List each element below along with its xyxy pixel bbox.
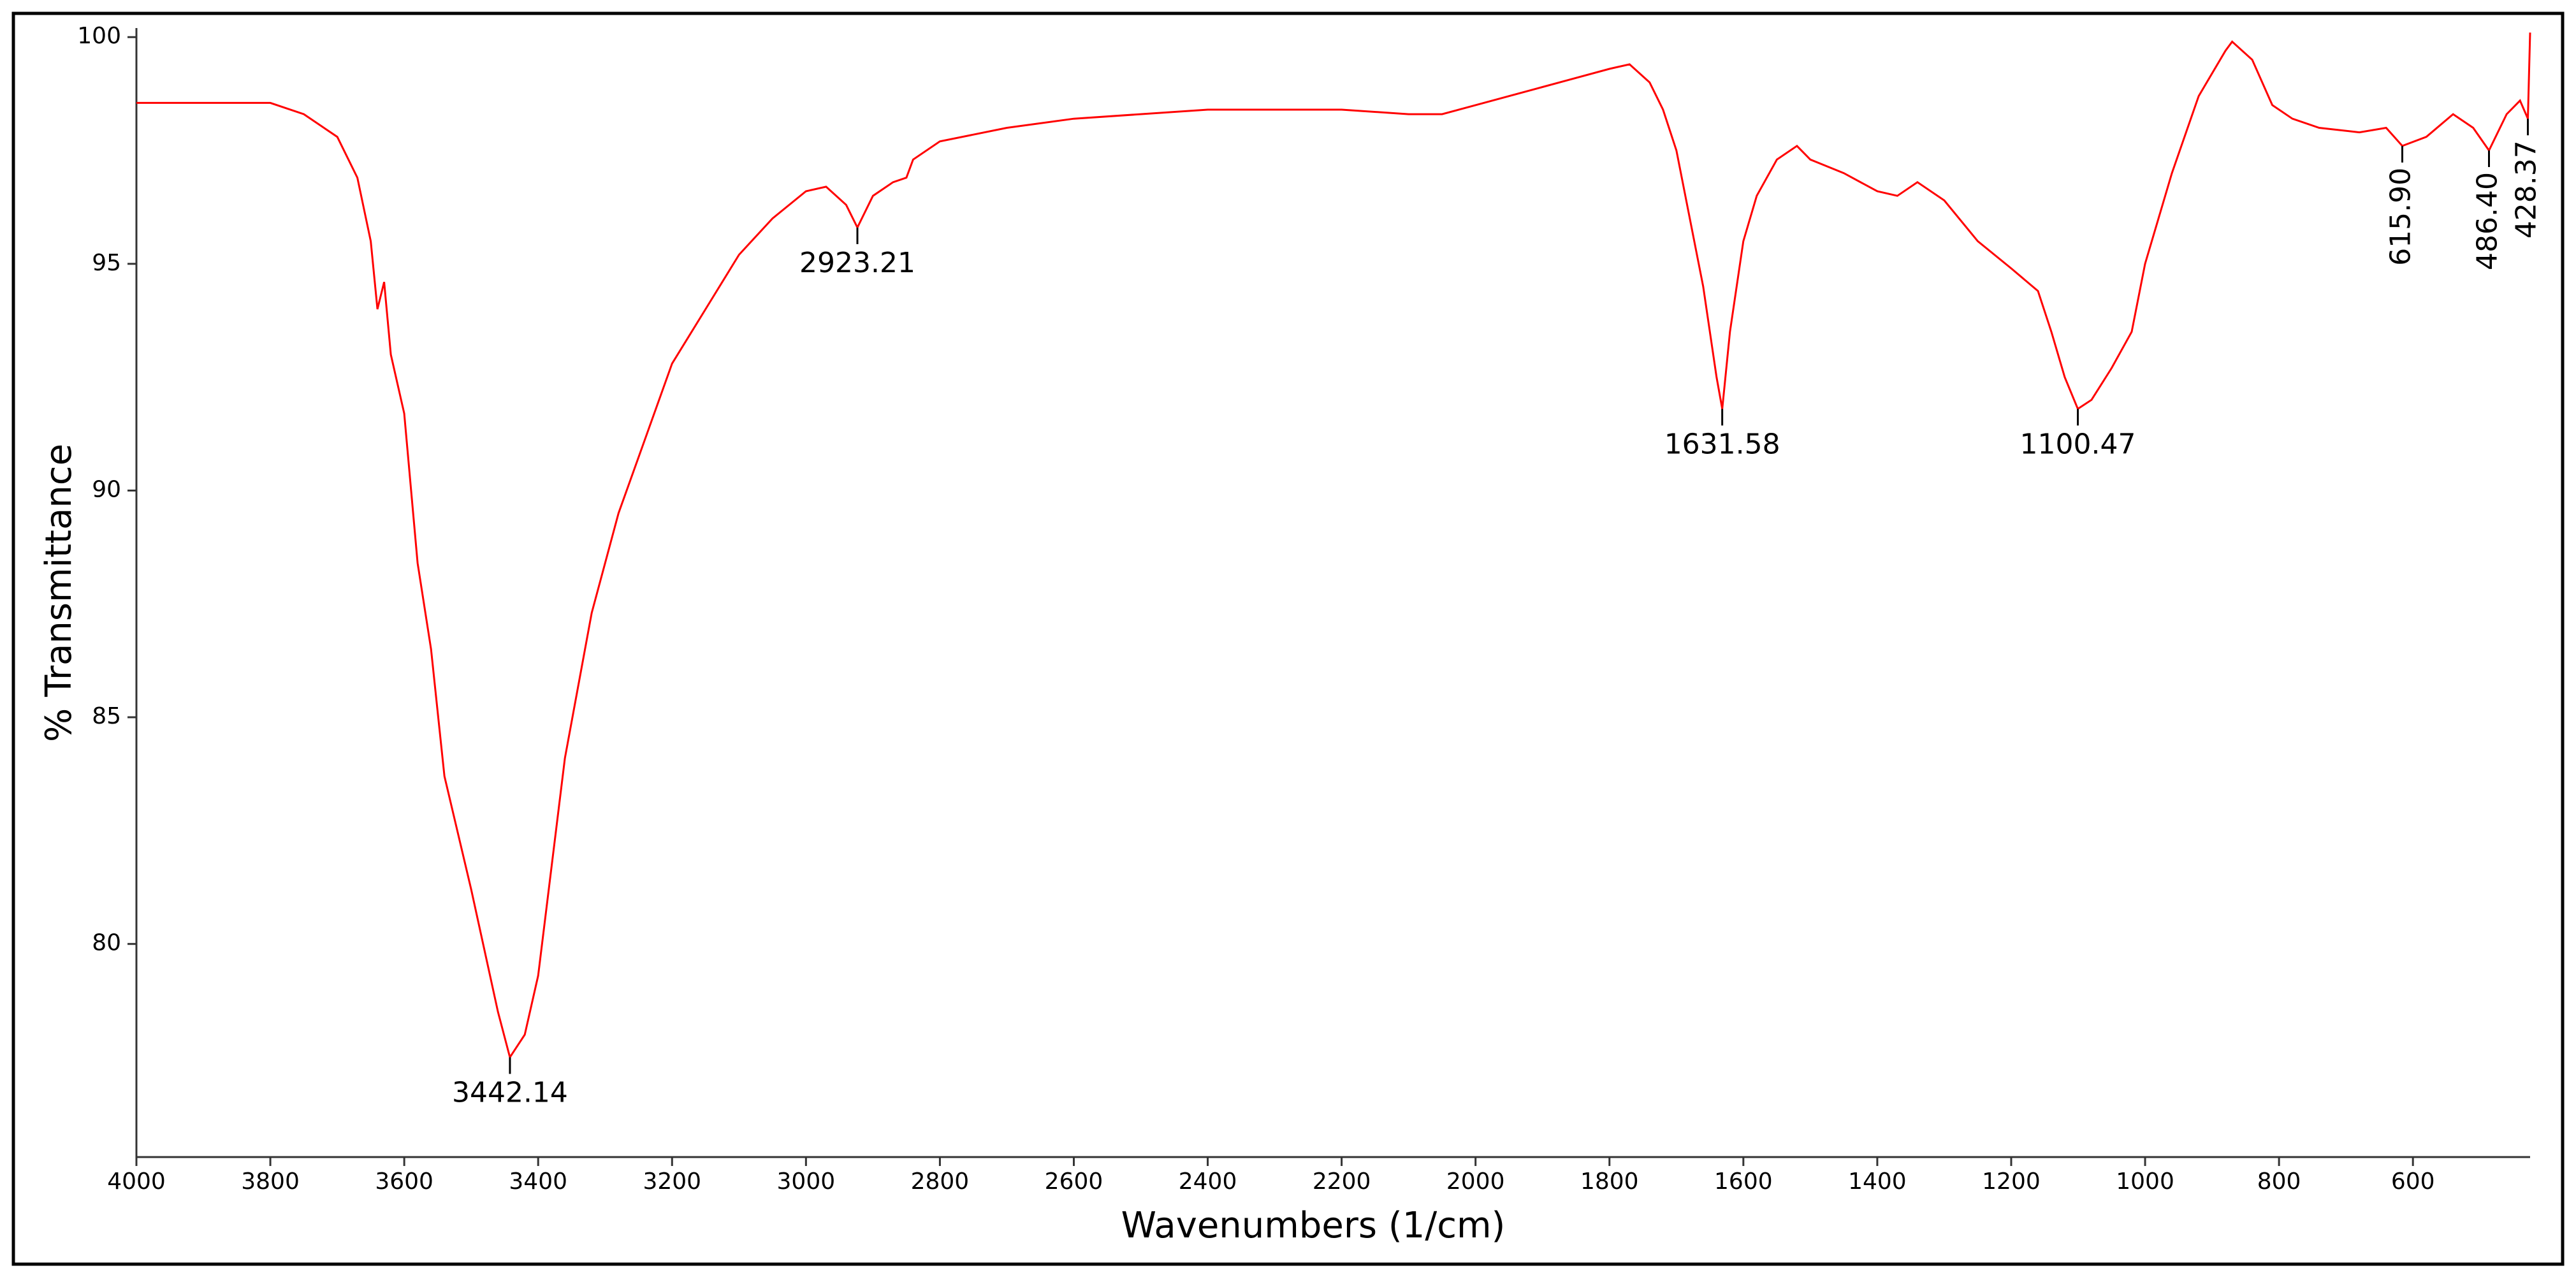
peak-label: 1100.47 — [2020, 428, 2136, 460]
y-tick-label: 85 — [92, 703, 121, 729]
x-tick-label: 3600 — [375, 1169, 433, 1195]
y-tick-label: 80 — [92, 930, 121, 956]
peak-label: 1631.58 — [1664, 428, 1780, 460]
x-tick-label: 1800 — [1580, 1169, 1639, 1195]
x-tick-label: 1200 — [1982, 1169, 2041, 1195]
y-tick-label: 90 — [92, 476, 121, 502]
peak-label: 615.90 — [2384, 168, 2417, 266]
x-axis-title: Wavenumbers (1/cm) — [1121, 1205, 1506, 1246]
y-tick-label: 100 — [77, 23, 121, 49]
x-tick-label: 1600 — [1714, 1169, 1773, 1195]
x-tick-label: 2400 — [1179, 1169, 1237, 1195]
spectrum-line — [136, 33, 2531, 1060]
x-tick-label: 2200 — [1313, 1169, 1371, 1195]
x-tick-label: 1000 — [2116, 1169, 2174, 1195]
x-tick-label: 3800 — [241, 1169, 300, 1195]
x-tick-label: 4000 — [107, 1169, 166, 1195]
x-tick-label: 800 — [2257, 1169, 2301, 1195]
frame — [11, 11, 2565, 1266]
peak-label: 3442.14 — [452, 1077, 568, 1109]
x-tick-label: 3400 — [509, 1169, 567, 1195]
peak-label: 428.37 — [2510, 140, 2542, 238]
x-tick-label: 600 — [2391, 1169, 2435, 1195]
y-tick-label: 95 — [92, 250, 121, 276]
y-axis-title: % Transmittance — [38, 444, 80, 742]
x-tick-label: 3200 — [643, 1169, 701, 1195]
x-tick-label: 1400 — [1848, 1169, 1907, 1195]
peak-label: 486.40 — [2471, 172, 2504, 270]
x-tick-label: 2600 — [1045, 1169, 1103, 1195]
x-tick-label: 3000 — [777, 1169, 836, 1195]
x-tick-label: 2000 — [1446, 1169, 1505, 1195]
peak-label: 2923.21 — [799, 247, 915, 279]
x-tick-label: 2800 — [911, 1169, 970, 1195]
